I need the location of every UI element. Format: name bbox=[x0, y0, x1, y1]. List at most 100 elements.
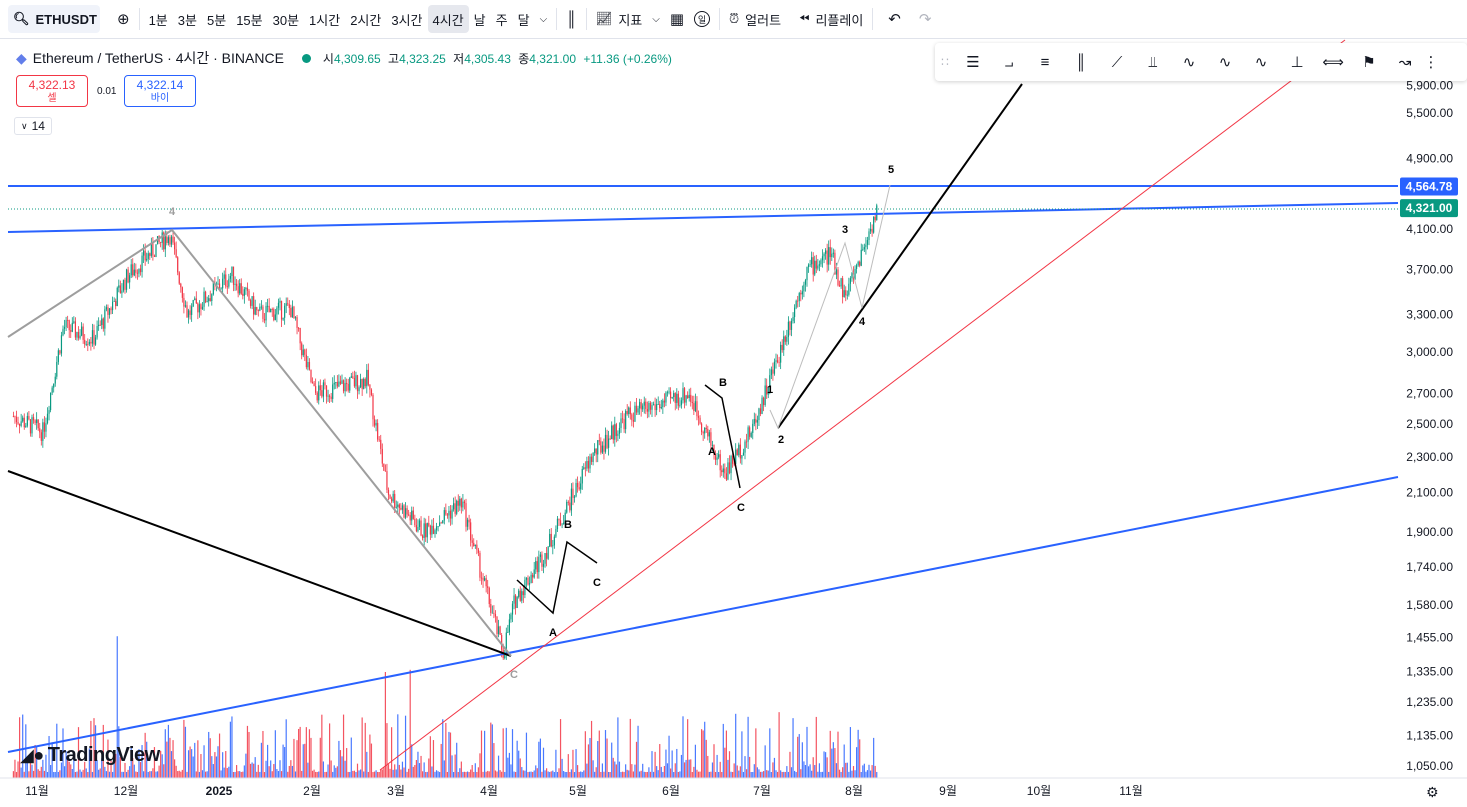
indicators-button[interactable]: 📈︎ 지표 bbox=[591, 5, 647, 33]
candle-body bbox=[646, 408, 648, 412]
volume-bar bbox=[834, 748, 836, 778]
interval-11[interactable]: 달 bbox=[517, 12, 530, 28]
volume-bar bbox=[141, 745, 143, 778]
candle-body bbox=[403, 505, 405, 518]
tradingview-logo[interactable]: ◢● TradingView bbox=[20, 744, 160, 767]
interval-0[interactable]: 1분 bbox=[148, 12, 168, 28]
volume-bar bbox=[273, 764, 275, 778]
interval-9[interactable]: 날 bbox=[473, 12, 486, 28]
sell-button[interactable]: 4,322.13 셀 bbox=[16, 75, 88, 107]
candle-body bbox=[764, 385, 766, 406]
volume-bar bbox=[254, 757, 256, 778]
candle-body bbox=[246, 287, 249, 291]
wave-abc-1[interactable] bbox=[516, 540, 598, 615]
candle-body bbox=[530, 574, 532, 584]
indicators-dropdown-button[interactable]: ⌵ bbox=[647, 5, 665, 33]
candle-body bbox=[329, 395, 331, 397]
volume-bar bbox=[693, 766, 695, 778]
trendline-tool-icon[interactable]: ⟋ bbox=[1111, 53, 1123, 71]
fib-fan-tool-icon[interactable]: ≡ bbox=[1040, 53, 1050, 71]
compare-plus-button[interactable]: ⊕ bbox=[112, 5, 135, 33]
replay-button[interactable]: ⏪︎ 리플레이 bbox=[794, 5, 868, 33]
volume-bar bbox=[434, 771, 436, 778]
trendline-black-bottom[interactable] bbox=[7, 470, 512, 657]
volume-bar bbox=[144, 732, 146, 778]
interval-10[interactable]: 주 bbox=[495, 12, 508, 28]
volume-bar bbox=[48, 736, 50, 778]
interval-7[interactable]: 3시간 bbox=[391, 12, 423, 28]
more-tools-icon[interactable]: ⋮ bbox=[1423, 54, 1439, 71]
interval-1[interactable]: 3분 bbox=[177, 12, 197, 28]
volume-bar bbox=[535, 765, 537, 778]
price-axis[interactable]: 1,050.00 1,135.00 1,235.00 1,335.00 1,455.00… bbox=[1400, 78, 1458, 773]
volume-bar bbox=[293, 738, 295, 778]
volume-bar bbox=[84, 761, 86, 778]
date-range-tool-icon[interactable]: ⟺ bbox=[1322, 54, 1344, 71]
volume-bar bbox=[803, 761, 805, 778]
candle-body bbox=[129, 275, 131, 283]
candle-body bbox=[192, 299, 194, 307]
candle-body bbox=[510, 614, 512, 620]
candle-body bbox=[563, 522, 565, 525]
volume-bar bbox=[70, 764, 72, 778]
trendline-black-top[interactable] bbox=[777, 83, 1023, 429]
interval-5[interactable]: 1시간 bbox=[309, 12, 341, 28]
indicator-collapse-button[interactable]: ∨ 14 bbox=[14, 117, 52, 135]
symbol-search-button[interactable]: 🔍︎ ETHUSDT bbox=[8, 5, 100, 33]
layout-button[interactable]: ▦ bbox=[665, 5, 689, 33]
symbol-title[interactable]: Ethereum / TetherUS · 4시간 · BINANCE bbox=[32, 50, 284, 66]
undo-button[interactable]: ↶ bbox=[883, 5, 906, 33]
interval-4[interactable]: 30분 bbox=[272, 12, 300, 28]
day-toggle-button[interactable]: 일 bbox=[689, 5, 715, 33]
time-axis[interactable]: 11월 12월 2025 2월 3월 4월 5월 6월 7월 8월 9월 10월 11월 bbox=[0, 777, 1467, 798]
chart-type-button[interactable]: ║ bbox=[561, 5, 582, 33]
candle-body bbox=[609, 438, 611, 440]
volume-bar bbox=[563, 771, 565, 778]
candle-body bbox=[654, 404, 656, 411]
interval-2[interactable]: 5분 bbox=[206, 12, 227, 28]
trend-angle-tool-icon[interactable]: ⨼ bbox=[1004, 53, 1014, 71]
wave-abc-2[interactable] bbox=[704, 384, 741, 489]
interval-3[interactable]: 15분 bbox=[236, 12, 263, 28]
elliott-triangle-tool-icon[interactable]: ∿ bbox=[1254, 54, 1268, 71]
elliott-correction-tool-icon[interactable]: ∿ bbox=[1218, 54, 1232, 71]
interval-6[interactable]: 2시간 bbox=[350, 12, 382, 28]
candle-body bbox=[738, 444, 740, 456]
candle-body bbox=[197, 303, 199, 313]
candle-body bbox=[167, 237, 169, 244]
trendline-red[interactable] bbox=[379, 39, 1346, 771]
volume-bar bbox=[590, 720, 593, 778]
price-range-tool-icon[interactable]: ⊥ bbox=[1290, 54, 1304, 71]
trendline-blue-top[interactable] bbox=[7, 202, 1399, 233]
buy-button[interactable]: 4,322.14 바이 bbox=[124, 75, 196, 107]
volume-bar bbox=[854, 770, 856, 778]
path-tool-icon[interactable]: ↝ bbox=[1398, 54, 1412, 71]
flag-tool-icon[interactable]: ⚑ bbox=[1362, 54, 1376, 71]
volume-bar bbox=[792, 718, 794, 778]
volume-bar bbox=[645, 771, 647, 778]
candle-body bbox=[375, 422, 377, 426]
fib-retracement-tool-icon[interactable]: ☰ bbox=[966, 54, 980, 71]
interval-dropdown-button[interactable]: ⌵ bbox=[535, 5, 553, 33]
trendline-blue-bottom[interactable] bbox=[7, 476, 1399, 753]
volume-bar bbox=[646, 771, 648, 778]
gann-box-tool-icon[interactable]: ║ bbox=[1075, 53, 1087, 71]
pitchfan-tool-icon[interactable]: ⫫ bbox=[1148, 53, 1158, 71]
candle-body bbox=[113, 300, 115, 302]
wave-gray-path[interactable] bbox=[7, 228, 512, 657]
time-tick-label: 12월 bbox=[114, 784, 138, 798]
interval-8[interactable]: 4시간 bbox=[427, 5, 469, 33]
candle-body bbox=[170, 236, 173, 245]
alert-button[interactable]: ⏰︎ 얼러트 bbox=[724, 5, 786, 33]
candle-body bbox=[600, 441, 602, 453]
settings-gear-icon[interactable]: ⚙ bbox=[1426, 784, 1439, 800]
candle-body bbox=[873, 216, 875, 233]
price-tick-label: 1,135.00 bbox=[1406, 728, 1453, 742]
drag-handle-icon[interactable]: ∷ bbox=[941, 55, 949, 69]
elliott-impulse-tool-icon[interactable]: ∿ bbox=[1182, 54, 1196, 71]
volume-bar bbox=[484, 730, 486, 778]
volume-bar bbox=[429, 736, 431, 778]
volume-bar bbox=[671, 750, 673, 778]
redo-button[interactable]: ↷ bbox=[914, 5, 937, 33]
